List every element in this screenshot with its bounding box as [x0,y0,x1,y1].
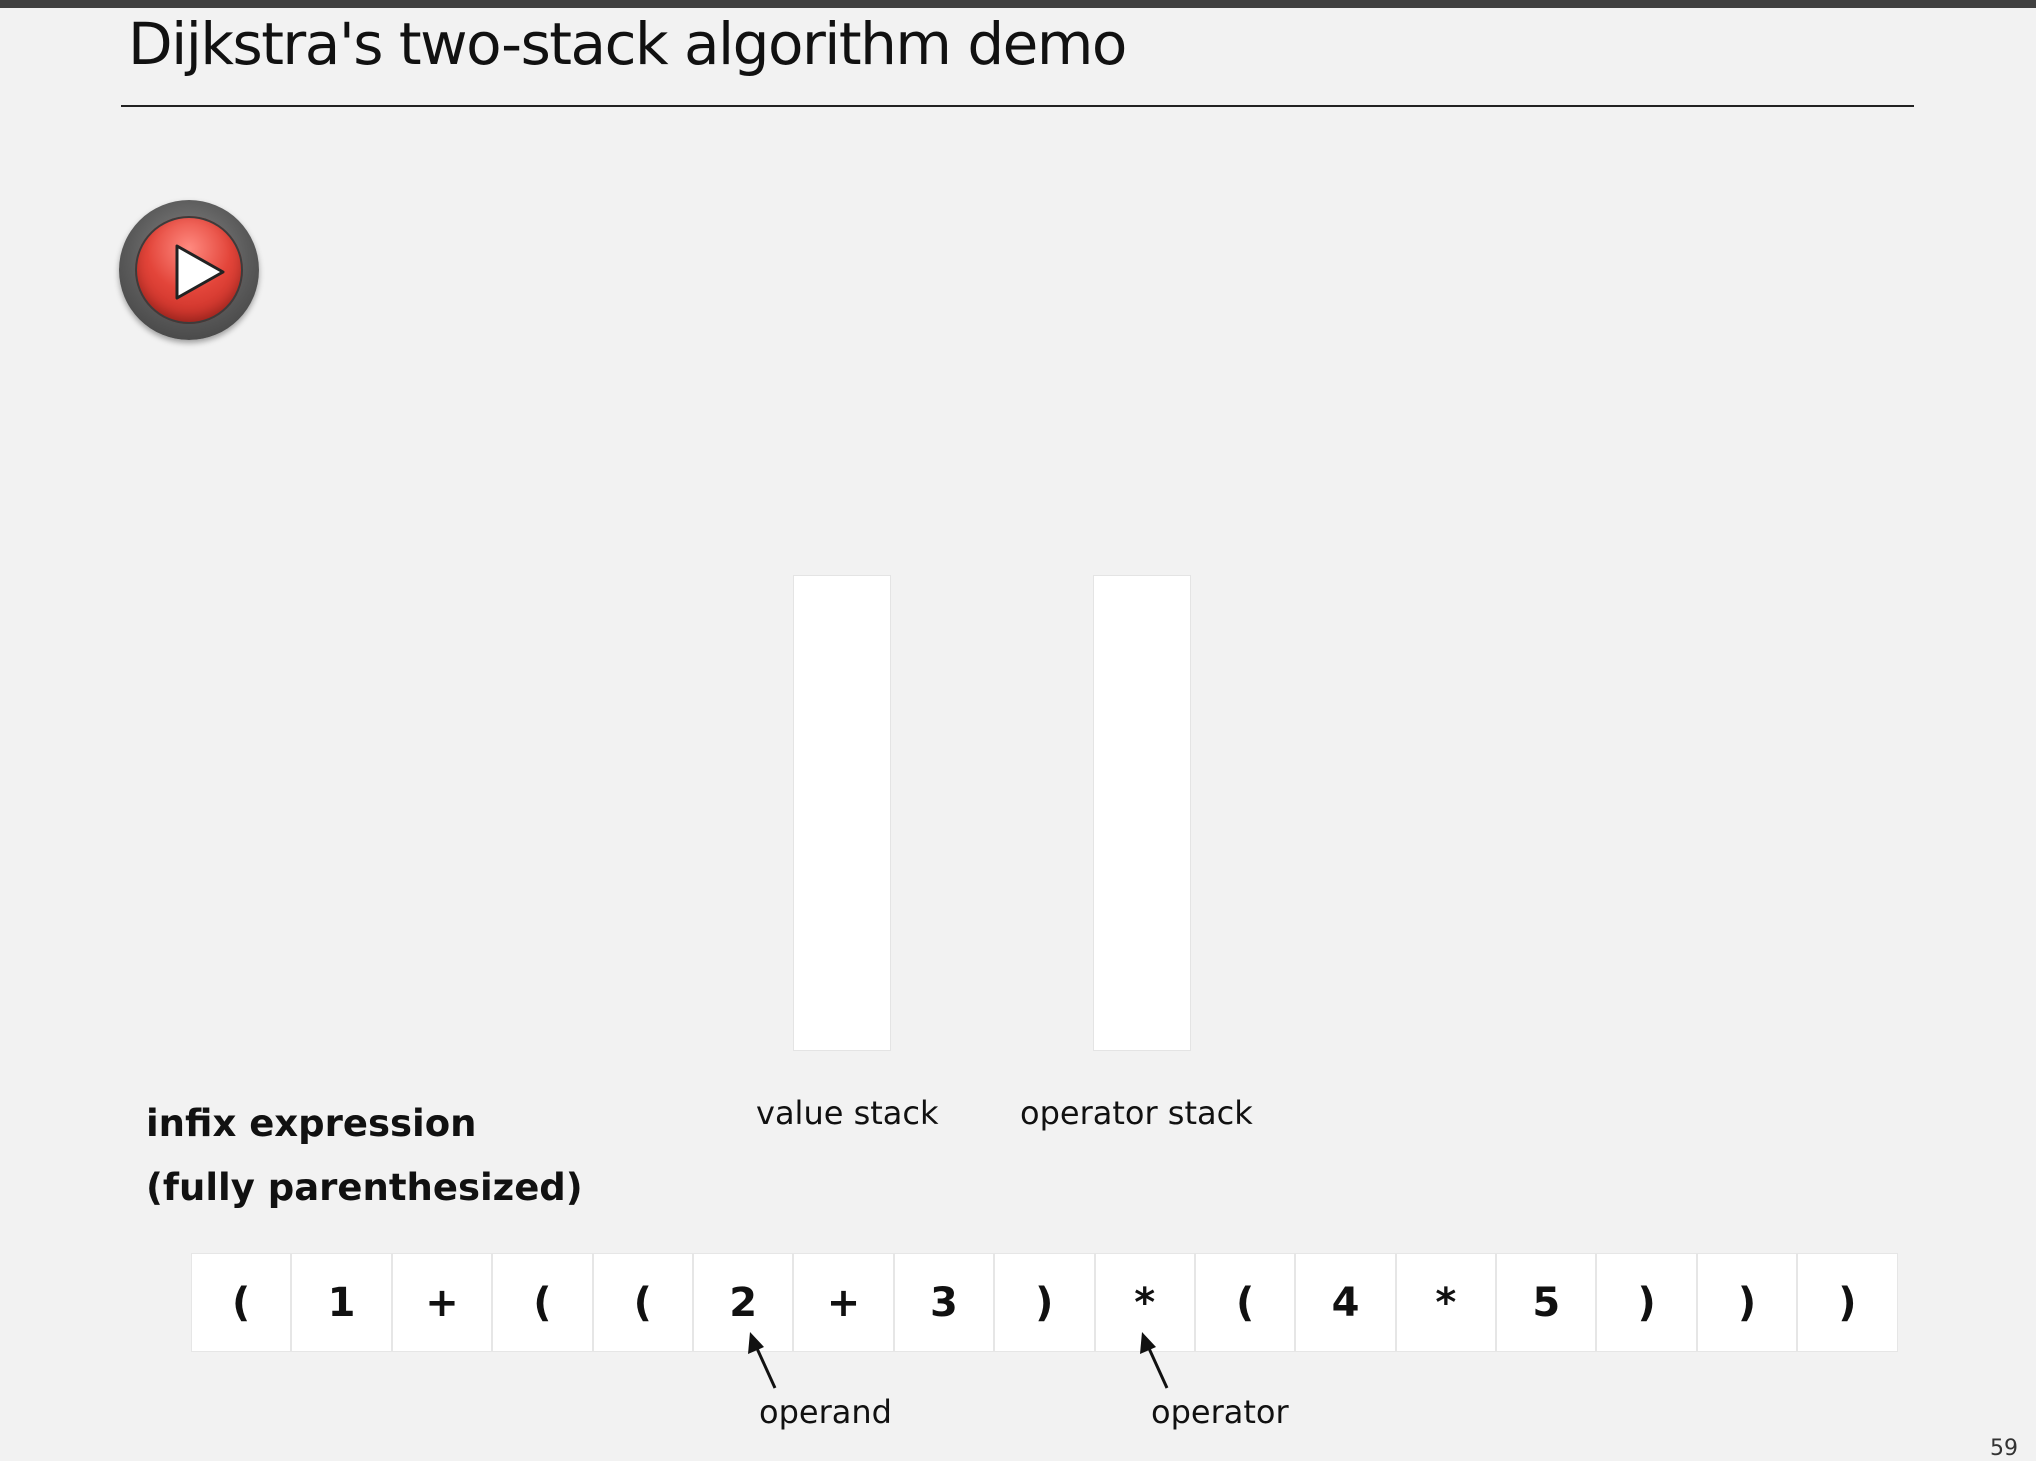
token-cell: 2 [692,1253,794,1352]
token-cell: ) [1696,1253,1798,1352]
token-cell: 3 [893,1253,995,1352]
title-divider [121,105,1914,107]
token-cell: 1 [291,1253,392,1352]
token-cell: ) [1596,1253,1697,1352]
slide-title: Dijkstra's two-stack algorithm demo [128,10,1127,78]
value-stack [793,575,891,1051]
expression-heading: infix expression [146,1102,477,1145]
play-button[interactable] [119,200,259,340]
token-cell: + [793,1253,894,1352]
token-cell: + [391,1253,493,1352]
top-bar [0,0,2036,8]
operator-stack [1093,575,1191,1051]
page-number: 59 [1990,1436,2018,1461]
token-cell: 5 [1496,1253,1597,1352]
token-row: ( 1 + ( ( 2 + 3 ) * ( 4 * 5 ) ) ) [191,1253,1898,1352]
token-cell: ( [1194,1253,1296,1352]
operand-label: operand [759,1393,892,1431]
operator-arrow-icon [1140,1332,1169,1389]
play-icon [175,244,225,300]
operand-arrow-icon [748,1332,777,1389]
token-cell: * [1395,1253,1497,1352]
operator-stack-label: operator stack [1020,1094,1253,1132]
value-stack-label: value stack [756,1094,939,1132]
token-cell: ( [592,1253,693,1352]
operator-label: operator [1151,1393,1289,1431]
token-cell: 4 [1295,1253,1396,1352]
expression-subheading: (fully parenthesized) [146,1166,583,1209]
token-cell: ) [994,1253,1095,1352]
play-button-face[interactable] [135,216,243,324]
token-cell: ) [1797,1253,1898,1352]
token-cell: ( [191,1253,292,1352]
token-cell: ( [492,1253,593,1352]
